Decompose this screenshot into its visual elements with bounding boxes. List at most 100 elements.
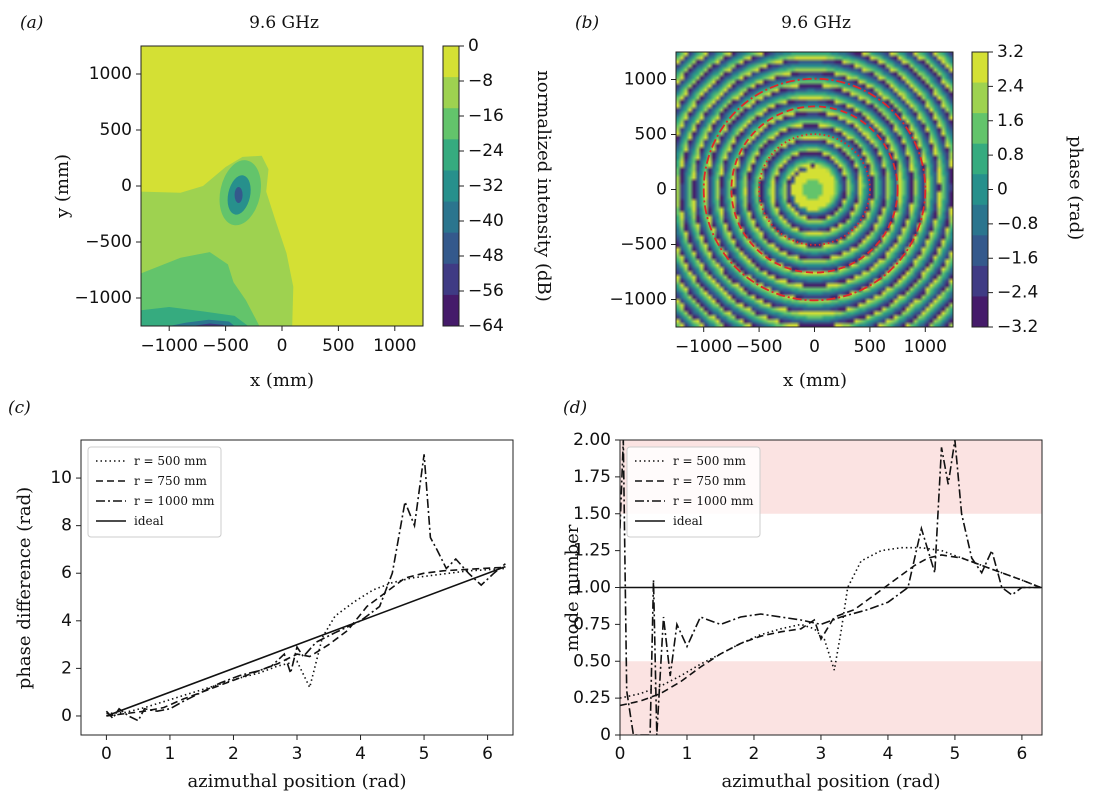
colorbar-tick-label: −0.8 bbox=[997, 214, 1038, 234]
panel-b-heatmap bbox=[676, 52, 953, 327]
panel-a: (a) 9.6 GHz −1000 −500 0 500 1000 10005000−5… bbox=[20, 13, 554, 391]
panel-d-x-ticks: 0 1 2 3 4 5 6 bbox=[615, 735, 1027, 764]
contour-level-7 bbox=[191, 323, 226, 326]
overlay-circle bbox=[730, 105, 899, 274]
x-tick-label: 0 bbox=[277, 336, 288, 356]
legend-label: r = 750 mm bbox=[134, 474, 208, 488]
y-tick-label: 1000 bbox=[624, 70, 667, 90]
colorbar-tick-label: −8 bbox=[468, 71, 493, 91]
colorbar-tick-label: −24 bbox=[468, 141, 504, 161]
y-tick-label: 500 bbox=[635, 125, 667, 145]
panel-d-letter: (d) bbox=[563, 398, 587, 418]
y-tick-label: 2 bbox=[61, 658, 72, 678]
colorbar-band bbox=[443, 46, 459, 78]
panel-d-y-ticks: 0 0.25 0.50 0.75 1.00 1.25 1.50 1.75 2.00 bbox=[573, 430, 620, 745]
panel-a-y-ticks: 1000 500 0 −500 −1000 bbox=[74, 64, 141, 308]
panel-c-xlabel: azimuthal position (rad) bbox=[187, 771, 406, 791]
panel-c-letter: (c) bbox=[8, 398, 31, 418]
colorbar-tick-label: −40 bbox=[468, 211, 504, 231]
colorbar-band bbox=[972, 265, 988, 297]
contour-level-6-spot bbox=[234, 186, 243, 203]
x-tick-label: 5 bbox=[419, 744, 430, 764]
panel-b-colorbar bbox=[971, 51, 989, 328]
y-tick-label: 0.75 bbox=[573, 614, 611, 634]
y-tick-label: −500 bbox=[85, 232, 132, 252]
x-tick-label: 1 bbox=[165, 744, 176, 764]
y-tick-label: 0 bbox=[656, 180, 667, 200]
panel-b-letter: (b) bbox=[575, 13, 599, 33]
colorbar-tick-label: −3.2 bbox=[997, 317, 1038, 337]
x-tick-label: 2 bbox=[749, 744, 760, 764]
panel-a-ylabel: y (mm) bbox=[52, 154, 73, 219]
panel-b-xlabel: x (mm) bbox=[783, 370, 847, 391]
y-tick-label: 6 bbox=[61, 563, 72, 583]
panel-b-colorbar-label: phase (rad) bbox=[1065, 136, 1086, 240]
panel-a-colorbar bbox=[442, 45, 460, 327]
colorbar-band bbox=[972, 296, 988, 328]
x-tick-label: −500 bbox=[202, 336, 249, 356]
x-tick-label: 4 bbox=[355, 744, 366, 764]
y-tick-label: 0 bbox=[61, 706, 72, 726]
y-tick-label: 2.00 bbox=[573, 430, 611, 450]
colorbar-band bbox=[443, 108, 459, 140]
series-line bbox=[620, 440, 1041, 735]
y-tick-label: −1000 bbox=[609, 290, 667, 310]
x-tick-label: 500 bbox=[322, 336, 354, 356]
y-tick-label: −1000 bbox=[74, 288, 132, 308]
legend-box bbox=[626, 446, 761, 538]
panel-c-plot-area bbox=[105, 454, 506, 722]
x-tick-label: 0 bbox=[101, 744, 112, 764]
panel-c: (c) 0 1 2 3 4 5 6 0 2 4 6 8 10 r = 500 mm r = 750 mm… bbox=[8, 398, 514, 791]
y-tick-label: 1000 bbox=[89, 64, 132, 84]
colorbar-band bbox=[972, 174, 988, 206]
legend-label: r = 500 mm bbox=[673, 454, 747, 468]
panel-c-x-ticks: 0 1 2 3 4 5 6 bbox=[101, 735, 493, 764]
y-tick-label: 1.00 bbox=[573, 578, 611, 598]
colorbar-band bbox=[972, 52, 988, 84]
colorbar-tick-label: −2.4 bbox=[997, 283, 1038, 303]
colorbar-tick-label: 0 bbox=[468, 36, 479, 56]
colorbar-tick-label: −32 bbox=[468, 176, 504, 196]
colorbar-tick-label: −64 bbox=[468, 316, 504, 336]
legend-label: r = 750 mm bbox=[673, 474, 747, 488]
colorbar-tick-label: 3.2 bbox=[997, 42, 1024, 62]
panel-c-ylabel: phase difference (rad) bbox=[14, 487, 35, 689]
panel-d-plot-area bbox=[620, 440, 1042, 735]
x-tick-label: 5 bbox=[950, 744, 961, 764]
series-line bbox=[106, 567, 506, 715]
legend-label: r = 1000 mm bbox=[673, 494, 754, 508]
colorbar-tick-label: 0 bbox=[997, 180, 1008, 200]
x-tick-label: 6 bbox=[1016, 744, 1027, 764]
x-tick-label: 1 bbox=[682, 744, 693, 764]
colorbar-tick-label: 1.6 bbox=[997, 111, 1024, 131]
colorbar-band bbox=[443, 201, 459, 234]
y-tick-label: 4 bbox=[61, 611, 72, 631]
x-tick-label: −500 bbox=[736, 337, 783, 357]
x-tick-label: 0 bbox=[615, 744, 626, 764]
y-tick-label: 500 bbox=[100, 120, 132, 140]
panel-c-y-ticks: 0 2 4 6 8 10 bbox=[50, 468, 81, 726]
x-tick-label: −1000 bbox=[140, 336, 198, 356]
panel-a-colorbar-ticks: 0 −8 −16 −24 −32 −40 −48 −56 −64 bbox=[459, 36, 504, 336]
colorbar-band bbox=[972, 113, 988, 145]
colorbar-band bbox=[443, 139, 459, 171]
y-tick-label: 1.50 bbox=[573, 504, 611, 524]
panel-b-y-ticks: 1000 500 0 −500 −1000 bbox=[609, 70, 676, 310]
panel-a-title: 9.6 GHz bbox=[249, 13, 319, 33]
x-tick-label: 0 bbox=[809, 337, 820, 357]
colorbar-band bbox=[972, 235, 988, 267]
series-line bbox=[620, 546, 1041, 699]
phase-map-image bbox=[676, 52, 953, 327]
panel-b-colorbar-ticks: 3.2 2.4 1.6 0.8 0 −0.8 −1.6 −2.4 −3.2 bbox=[988, 42, 1038, 337]
legend-box bbox=[87, 446, 222, 538]
series-line bbox=[105, 454, 506, 722]
panel-d-ylabel: mode number bbox=[562, 524, 583, 651]
y-tick-label: 0.25 bbox=[573, 688, 611, 708]
panel-a-colorbar-label: normalized intensity (dB) bbox=[533, 70, 554, 301]
colorbar-band bbox=[443, 294, 459, 327]
colorbar-band bbox=[972, 82, 988, 114]
panel-a-letter: (a) bbox=[20, 13, 43, 33]
colorbar-band bbox=[443, 263, 459, 296]
legend-label: r = 500 mm bbox=[134, 454, 208, 468]
